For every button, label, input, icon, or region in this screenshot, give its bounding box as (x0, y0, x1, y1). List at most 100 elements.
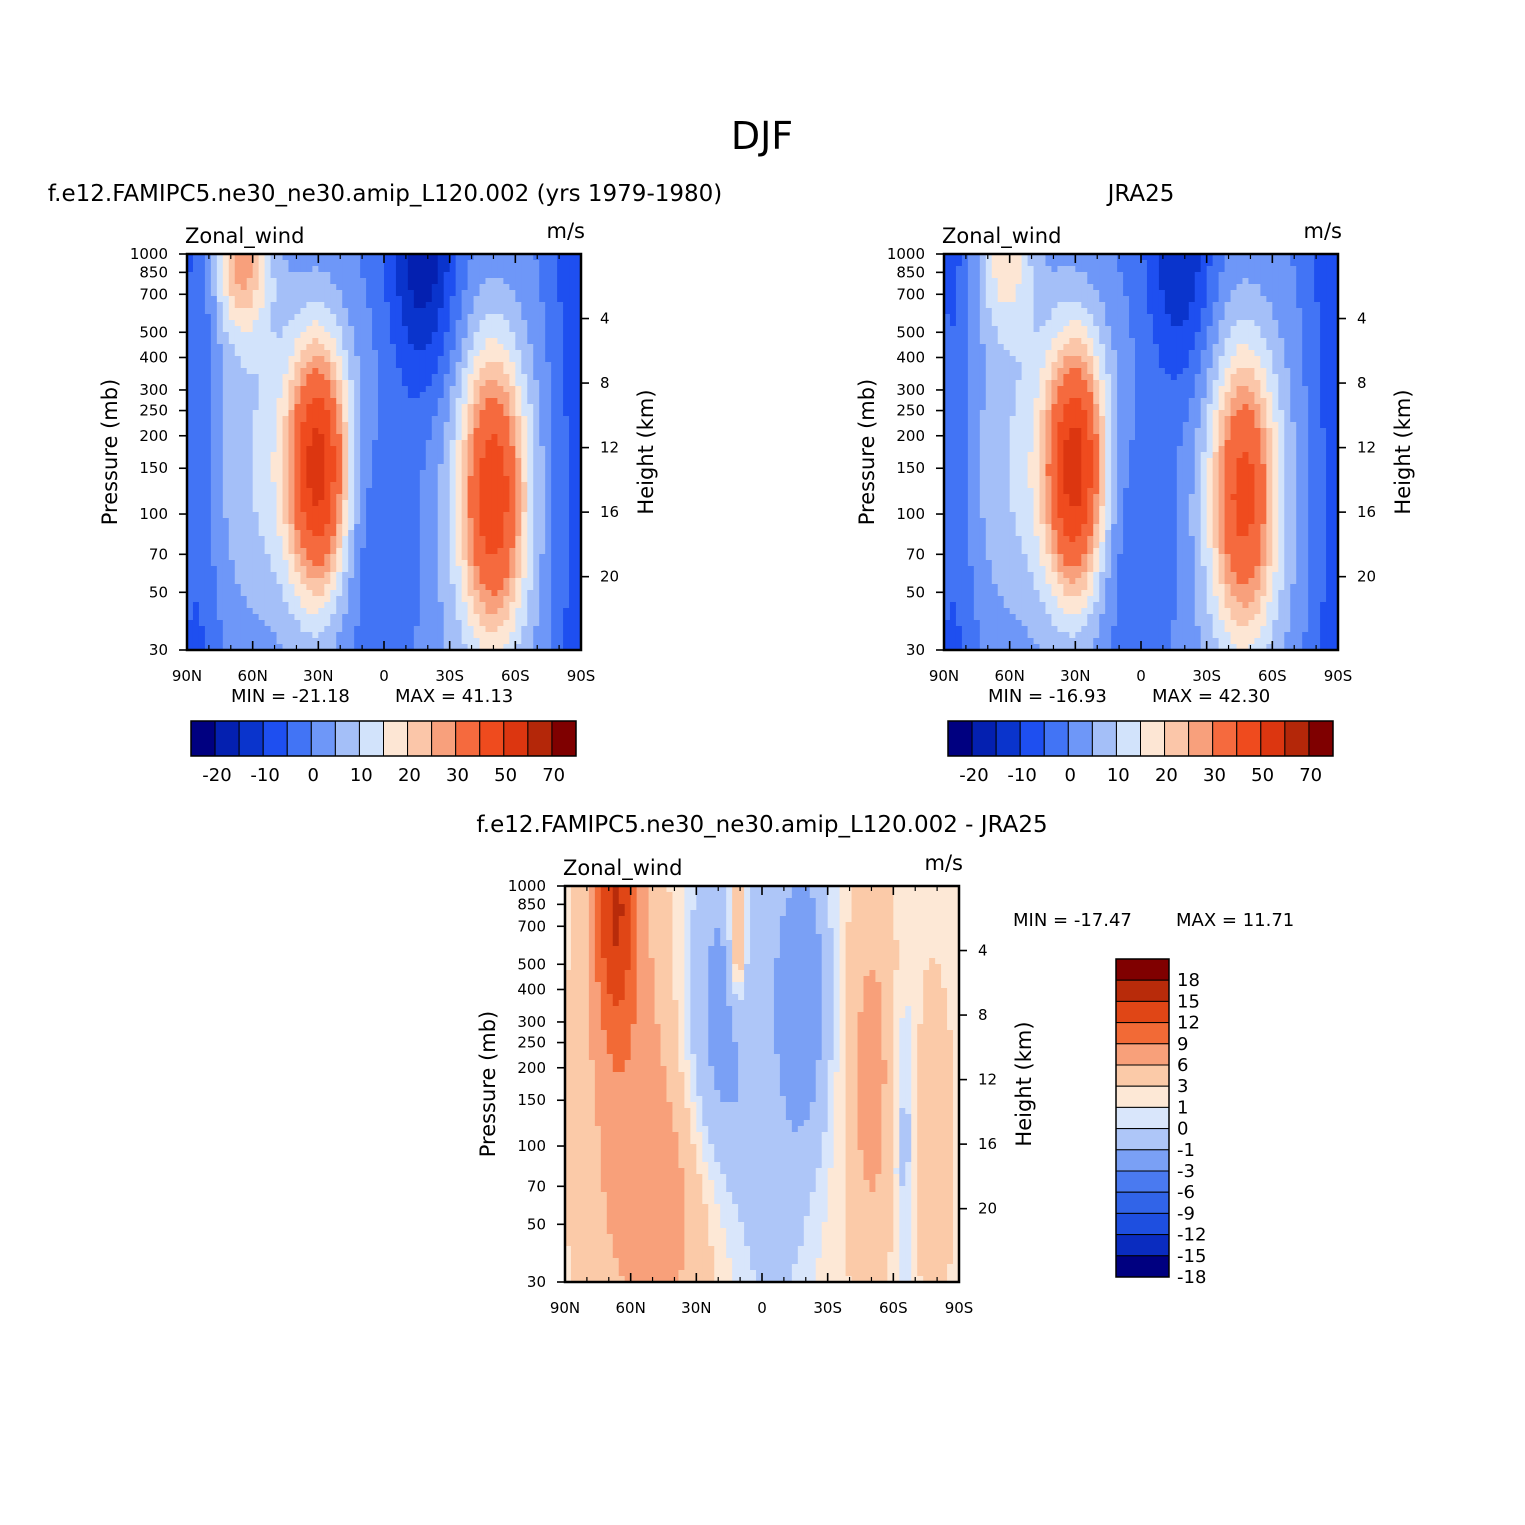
contour-cell (533, 368, 540, 375)
contour-cell (533, 428, 540, 435)
contour-cell (1021, 278, 1029, 285)
panel-title: JRA25 (1106, 181, 1175, 207)
contour-cell (485, 626, 493, 633)
contour-cell (413, 452, 421, 459)
contour-cell (515, 332, 522, 339)
contour-cell (348, 308, 355, 315)
contour-cell (485, 302, 493, 309)
contour-cell (300, 596, 307, 603)
contour-cell (575, 524, 581, 531)
contour-cell (419, 596, 427, 603)
contour-cell (228, 506, 236, 513)
contour-cell (330, 524, 337, 531)
contour-cell (312, 254, 319, 261)
contour-cell (509, 440, 516, 447)
contour-cell (342, 344, 349, 351)
contour-cell (187, 614, 194, 621)
contour-cell (198, 428, 206, 435)
contour-cell (1105, 260, 1112, 267)
contour-cell (252, 380, 260, 387)
contour-cell (551, 254, 558, 261)
contour-cell (366, 602, 373, 609)
contour-cell (366, 638, 373, 645)
contour-cell (473, 362, 481, 369)
contour-cell (557, 452, 564, 459)
contour-cell (246, 530, 254, 537)
contour-cell (509, 560, 516, 567)
contour-cell (324, 464, 331, 471)
contour-cell (234, 554, 242, 561)
contour-cell (288, 398, 296, 405)
contour-cell (330, 446, 337, 453)
contour-cell (551, 494, 558, 501)
contour-cell (240, 266, 248, 273)
contour-cell (276, 422, 284, 429)
contour-cell (1176, 296, 1184, 303)
contour-cell (1170, 278, 1178, 285)
contour-cell (300, 404, 307, 411)
contour-cell (485, 548, 493, 555)
contour-cell (563, 338, 570, 345)
contour-cell (264, 272, 272, 279)
contour-cell (384, 608, 391, 615)
contour-cell (246, 260, 254, 267)
contour-cell (395, 524, 403, 531)
contour-cell (192, 302, 200, 309)
contour-cell (419, 464, 427, 471)
contour-cell (306, 506, 313, 513)
contour-cell (348, 296, 355, 303)
contour-cell (551, 290, 558, 297)
contour-cell (575, 638, 581, 645)
contour-cell (228, 398, 236, 405)
contour-cell (545, 620, 552, 627)
contour-cell (372, 488, 379, 495)
contour-cell (270, 488, 278, 495)
contour-cell (216, 608, 224, 615)
contour-cell (252, 644, 260, 650)
contour-cell (407, 434, 415, 441)
contour-cell (521, 374, 528, 381)
contour-cell (425, 644, 433, 650)
contour-cell (473, 488, 481, 495)
contour-cell (270, 614, 278, 621)
contour-cell (461, 428, 469, 435)
contour-cell (288, 638, 296, 645)
contour-cell (979, 254, 987, 261)
contour-cell (515, 290, 522, 297)
contour-cell (372, 398, 379, 405)
contour-cell (276, 398, 284, 405)
contour-cell (949, 284, 957, 291)
contour-cell (198, 500, 206, 507)
contour-cell (467, 494, 475, 501)
contour-cell (985, 260, 993, 267)
contour-cell (336, 380, 343, 387)
contour-cell (300, 356, 307, 363)
contour-cell (497, 536, 504, 543)
contour-cell (527, 422, 534, 429)
contour-cell (366, 446, 373, 453)
contour-cell (479, 500, 487, 507)
contour-cell (258, 368, 266, 375)
contour-cell (264, 314, 272, 321)
contour-cell (306, 620, 313, 627)
contour-cell (276, 320, 284, 327)
contour-cell (569, 548, 576, 555)
contour-cell (300, 488, 307, 495)
contour-cell (467, 476, 475, 483)
contour-cell (264, 512, 272, 519)
contour-cell (1308, 254, 1315, 261)
contour-cell (473, 626, 481, 633)
contour-cell (384, 560, 391, 567)
contour-cell (234, 560, 242, 567)
contour-cell (276, 326, 284, 333)
contour-cell (401, 572, 409, 579)
contour-cell (461, 470, 469, 477)
contour-cell (228, 464, 236, 471)
contour-cell (515, 266, 522, 273)
contour-cell (366, 440, 373, 447)
contour-cell (1164, 254, 1172, 261)
contour-cell (342, 554, 349, 561)
contour-cell (294, 518, 302, 525)
contour-cell (557, 362, 564, 369)
contour-cell (1075, 278, 1082, 285)
